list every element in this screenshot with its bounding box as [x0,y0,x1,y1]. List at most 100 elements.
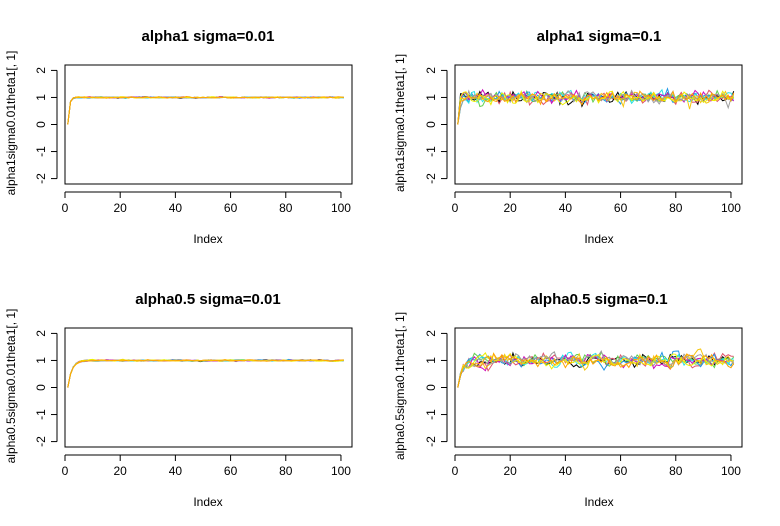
series-line [67,96,344,125]
series-line [67,358,344,388]
x-tick-label: 40 [169,464,183,478]
y-tick-label: 0 [34,384,48,391]
panel-2: alpha1 sigma=0.1 Index alpha1sigma0.1the… [393,28,743,246]
x-axis: 0 20 40 60 80 100 [62,191,351,215]
series-group [67,96,344,125]
x-tick-label: 60 [224,464,238,478]
series-line [67,96,344,125]
series-line [67,359,344,388]
panel-1: alpha1 sigma=0.01 Index alpha1sigma0.01t… [4,28,353,246]
y-tick-label: -2 [34,436,48,447]
series-line [67,96,344,125]
series-line [67,358,344,388]
series-group [457,348,735,388]
x-tick-label: 40 [559,201,573,215]
series-line [67,359,344,388]
series-line [67,359,344,388]
y-axis: -2 -1 0 1 2 [34,67,58,184]
series-line [67,96,344,125]
y-tick-label: 1 [424,357,438,364]
series-line [457,90,735,125]
x-tick-label: 60 [614,201,628,215]
x-tick-label: 100 [721,201,741,215]
series-line [67,96,344,125]
y-axis-label: alpha0.5sigma0.1theta1[, 1] [393,312,407,460]
x-tick-label: 40 [559,464,573,478]
plot-frame [454,327,743,448]
x-tick-label: 80 [279,201,293,215]
series-line [67,96,344,125]
x-axis-label: Index [584,232,613,246]
y-tick-label: -1 [34,146,48,157]
series-line [67,359,344,388]
x-tick-label: 0 [452,201,459,215]
series-line [457,353,735,388]
x-tick-label: 20 [114,464,128,478]
series-line [457,90,735,125]
y-axis: -2 -1 0 1 2 [34,330,58,447]
series-group [67,358,344,388]
series-line [67,359,344,388]
y-tick-label: -2 [34,173,48,184]
panel-title: alpha0.5 sigma=0.01 [135,291,281,308]
y-tick-label: 2 [34,330,48,337]
plot-frame [64,64,353,185]
y-tick-label: -1 [424,409,438,420]
x-tick-label: 100 [721,464,741,478]
y-tick-label: 1 [34,357,48,364]
x-tick-label: 0 [452,464,459,478]
series-line [67,96,344,125]
y-axis-label: alpha0.5sigma0.01theta1[, 1] [4,309,18,464]
y-axis: -2 -1 0 1 2 [424,67,448,184]
series-line [67,358,344,388]
panel-title: alpha1 sigma=0.01 [142,28,275,45]
x-axis: 0 20 40 60 80 100 [62,454,351,478]
y-tick-label: 2 [424,330,438,337]
x-tick-label: 80 [279,464,293,478]
series-line [457,352,734,388]
series-line [457,350,735,388]
x-tick-label: 80 [669,464,683,478]
series-line [457,89,735,125]
y-tick-label: 2 [424,67,438,74]
x-tick-label: 20 [114,201,128,215]
panel-title: alpha0.5 sigma=0.1 [530,291,667,308]
y-tick-label: 1 [424,94,438,101]
panel-3: alpha0.5 sigma=0.01 Index alpha0.5sigma0… [4,291,353,509]
x-tick-label: 40 [169,201,183,215]
x-axis-label: Index [193,495,222,509]
y-axis-label: alpha1sigma0.01theta1[, 1] [4,51,18,196]
y-tick-label: 0 [424,121,438,128]
y-tick-label: 0 [34,121,48,128]
y-tick-label: -1 [34,409,48,420]
x-tick-label: 100 [331,201,351,215]
x-tick-label: 60 [224,201,238,215]
plot-frame [454,64,743,185]
x-tick-label: 0 [62,201,69,215]
x-axis-label: Index [584,495,613,509]
series-line [457,352,735,388]
x-axis-label: Index [193,232,222,246]
x-axis: 0 20 40 60 80 100 [452,191,741,215]
series-line [67,358,344,388]
y-axis-label: alpha1sigma0.1theta1[, 1] [393,54,407,192]
x-tick-label: 100 [331,464,351,478]
panel-4: alpha0.5 sigma=0.1 Index alpha0.5sigma0.… [393,291,743,509]
x-tick-label: 80 [669,201,683,215]
x-axis: 0 20 40 60 80 100 [452,454,741,478]
y-tick-label: -2 [424,173,438,184]
x-tick-label: 20 [504,201,518,215]
series-group [457,87,735,125]
series-line [67,96,344,125]
y-tick-label: -1 [424,146,438,157]
series-line [67,96,344,125]
x-tick-label: 0 [62,464,69,478]
plot-frame [64,327,353,448]
y-tick-label: 2 [34,67,48,74]
y-tick-label: 1 [34,94,48,101]
series-line [67,358,344,388]
series-line [67,96,344,125]
y-axis: -2 -1 0 1 2 [424,330,448,447]
y-tick-label: -2 [424,436,438,447]
